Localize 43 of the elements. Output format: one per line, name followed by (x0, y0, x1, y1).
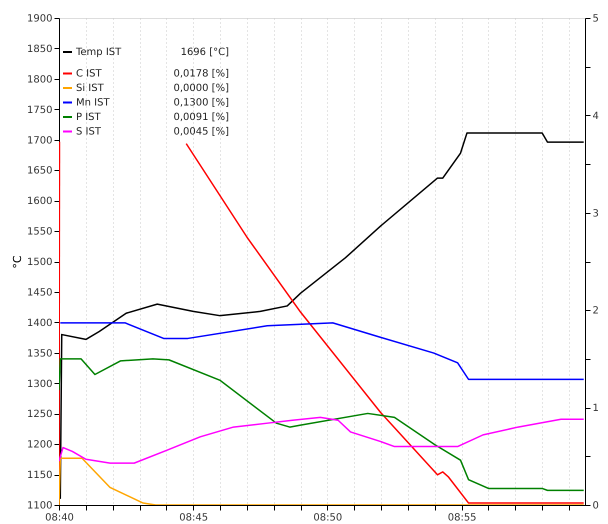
legend-label: S IST (76, 126, 102, 138)
x-tick-label: 08:50 (313, 512, 342, 524)
y2-tick-label: 4 (592, 110, 599, 122)
y-tick-label: 1150 (27, 470, 52, 482)
annotation: 0,0045 [%] (174, 126, 230, 138)
y2-tick-label: 5 (592, 14, 599, 24)
x-tick-label: 08:55 (448, 512, 477, 524)
y-tick-label: 1700 (27, 135, 52, 146)
legend-label: Si IST (76, 83, 105, 94)
y-tick-label: 1550 (27, 226, 52, 238)
line-series (59, 416, 584, 464)
annotation: 0,1300 [%] (174, 98, 230, 108)
line-series (59, 358, 584, 492)
y-tick-label: 1400 (27, 318, 52, 329)
y-tick-label: 1850 (27, 44, 52, 55)
x-tick-label: 08:40 (45, 512, 74, 524)
y-tick-label: 1800 (27, 74, 52, 86)
annotation: 0,0178 [%] (174, 68, 230, 80)
y2-tick-label: 1 (592, 403, 599, 414)
y-tick-label: 1100 (27, 500, 52, 512)
y-tick-label: 1500 (27, 257, 52, 268)
y-tick-label: 1350 (27, 348, 52, 360)
y-tick-label: 1200 (27, 440, 52, 451)
y-axis-title: °C (11, 255, 24, 269)
annotation: 1696 [°C] (180, 47, 230, 58)
x-tick-label: 08:45 (179, 512, 208, 524)
y-tick-label: 1900 (27, 14, 52, 24)
legend-label: Temp IST (75, 47, 122, 58)
legend-label: C IST (76, 68, 102, 80)
y-tick-label: 1250 (27, 409, 52, 420)
y-tick-label: 1600 (27, 196, 52, 208)
line-series (60, 322, 584, 380)
y2-tick-label: 2 (592, 306, 599, 317)
legend-label: Mn IST (76, 98, 110, 108)
y-tick-label: 1750 (27, 104, 52, 116)
annotation: 0,0000 [%] (174, 83, 230, 94)
annotation: 0,0091 [%] (174, 112, 230, 123)
y-tick-label: 1300 (27, 378, 52, 390)
y2-tick-label: 0 (592, 500, 599, 512)
legend-label: P IST (76, 112, 102, 123)
y2-tick-label: 3 (592, 208, 599, 220)
y-tick-label: 1450 (27, 287, 52, 298)
y-tick-label: 1650 (27, 166, 52, 177)
